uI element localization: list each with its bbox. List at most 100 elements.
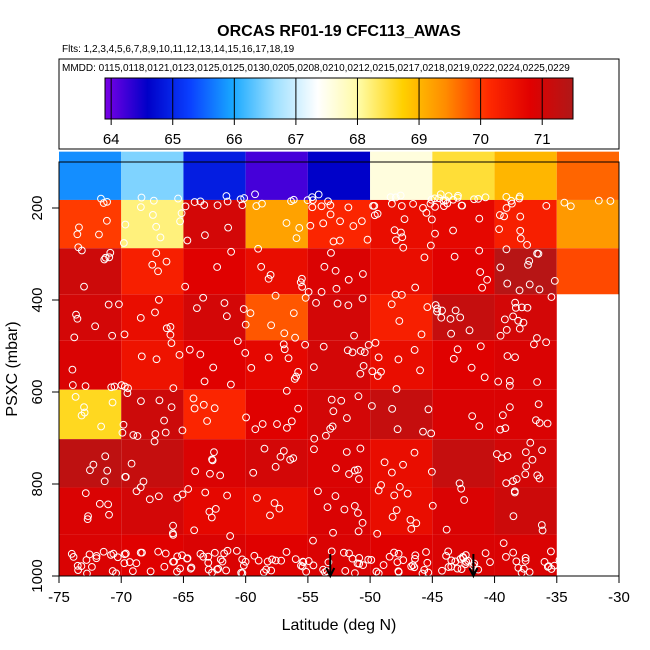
- sample-point: [533, 378, 542, 386]
- sample-point: [273, 420, 281, 428]
- sample-point: [510, 488, 519, 497]
- sample-point: [80, 282, 88, 291]
- sample-point: [251, 425, 260, 434]
- sample-point: [107, 550, 115, 559]
- heatmap-cell: [370, 389, 433, 440]
- colorbar-ticks: 64 65 66 67 68 69 70 71: [103, 78, 551, 148]
- sample-point: [242, 413, 250, 422]
- sample-point: [181, 202, 190, 211]
- sample-point: [342, 448, 351, 456]
- heatmap-cell: [432, 199, 495, 249]
- heatmap-cell: [121, 151, 184, 200]
- flights-subtitle: Flts: 1,2,3,4,5,6,7,8,9,10,11,12,13,14,1…: [62, 44, 295, 55]
- sample-point: [342, 414, 351, 422]
- sample-point: [555, 556, 564, 564]
- sample-point: [516, 226, 525, 235]
- sample-point: [166, 330, 175, 339]
- sample-point: [196, 197, 205, 206]
- sample-point: [512, 475, 521, 483]
- sample-point: [327, 395, 336, 404]
- sample-point: [167, 403, 176, 412]
- sample-point: [123, 389, 132, 397]
- sample-point: [508, 199, 516, 208]
- sample-point: [540, 557, 549, 566]
- sample-point: [399, 556, 408, 565]
- sample-point: [282, 386, 291, 395]
- sample-point: [275, 504, 284, 513]
- sample-point: [200, 377, 209, 386]
- sample-point: [391, 193, 400, 202]
- sample-point: [199, 400, 208, 409]
- sample-point: [120, 330, 129, 339]
- sample-point: [327, 248, 335, 257]
- sample-point: [169, 384, 178, 393]
- sample-point: [308, 203, 317, 212]
- sample-point: [470, 195, 478, 204]
- heatmap-cell: [183, 199, 246, 249]
- sample-point: [70, 333, 79, 342]
- sample-point: [411, 283, 420, 292]
- sample-point: [522, 462, 531, 471]
- sample-point: [216, 471, 225, 480]
- sample-point: [494, 377, 503, 386]
- sample-point: [101, 253, 110, 262]
- heatmap-cell: [59, 294, 122, 341]
- sample-point: [298, 562, 307, 571]
- sample-point: [83, 569, 91, 578]
- sample-point: [344, 275, 353, 284]
- sample-point: [496, 263, 505, 272]
- sample-point: [543, 419, 552, 428]
- sample-point: [115, 300, 123, 309]
- sample-point: [69, 553, 78, 561]
- sample-point: [68, 365, 77, 374]
- sample-point: [92, 554, 101, 563]
- sample-point: [427, 429, 436, 438]
- sample-point: [332, 284, 341, 293]
- sample-point: [475, 422, 484, 431]
- sample-point: [373, 529, 382, 538]
- sample-point: [396, 191, 405, 200]
- sample-point: [95, 499, 104, 508]
- sample-point: [263, 557, 272, 566]
- sample-point: [354, 392, 363, 401]
- x-tick-label: -60: [235, 589, 257, 606]
- sample-point: [407, 524, 416, 533]
- sample-point: [515, 286, 524, 295]
- heatmap-cell: [59, 389, 122, 440]
- sample-point: [475, 214, 484, 223]
- sample-point: [271, 462, 280, 471]
- sample-point: [329, 237, 338, 246]
- sample-point: [271, 291, 280, 300]
- sample-point: [532, 416, 540, 425]
- sample-point: [222, 312, 231, 321]
- sample-point: [121, 549, 130, 558]
- sample-point: [340, 505, 349, 514]
- heatmap-cell: [245, 199, 308, 249]
- sample-point: [409, 561, 417, 570]
- sample-point: [240, 194, 249, 202]
- sample-point: [457, 484, 466, 493]
- sample-point: [253, 494, 261, 502]
- sample-point: [145, 495, 154, 504]
- sample-point: [476, 342, 485, 351]
- sample-point: [162, 324, 171, 333]
- sample-point: [89, 460, 98, 469]
- sample-point: [191, 467, 200, 476]
- sample-point: [339, 548, 348, 557]
- sample-point: [100, 255, 109, 264]
- sample-point: [423, 558, 432, 567]
- sample-point: [447, 329, 456, 338]
- sample-point: [239, 561, 248, 570]
- sample-point: [72, 310, 80, 319]
- heatmap-cell: [494, 340, 557, 390]
- sample-point: [103, 466, 112, 475]
- y-tick-label: 400: [29, 287, 46, 312]
- sample-point: [214, 564, 223, 573]
- heatmap-cell: [556, 151, 619, 200]
- sample-point: [496, 331, 505, 340]
- sample-point: [206, 469, 214, 478]
- sample-point: [417, 330, 426, 339]
- sample-point: [516, 234, 525, 243]
- sample-point: [310, 445, 318, 454]
- sample-point: [152, 222, 161, 231]
